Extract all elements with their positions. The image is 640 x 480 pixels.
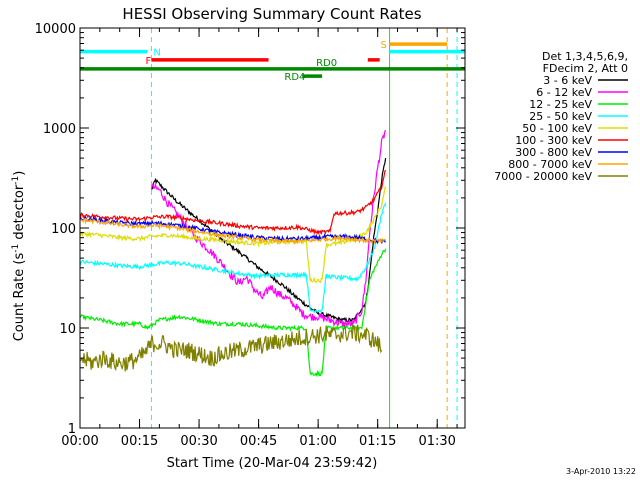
y-axis-label-middle: detector [12, 184, 27, 244]
y-tick-label-1: 1 [68, 422, 76, 437]
legend-header-line-0: Det 1,3,4,5,6,9, [542, 50, 628, 63]
y-axis-label-main: Count Rate (s [12, 253, 27, 342]
x-tick-label-01-30: 01:30 [418, 434, 455, 449]
flag-label-rd4: RD4 [284, 72, 305, 83]
legend-label-12-25-kev: 12 - 25 keV [529, 98, 592, 111]
flag-label-n: N [153, 48, 160, 59]
y-tick-label-10000: 10000 [35, 22, 76, 37]
x-tick-label-01-00: 01:00 [299, 434, 336, 449]
legend-label-3-6-kev: 3 - 6 keV [543, 74, 592, 87]
y-axis-label-end: ) [12, 171, 27, 176]
legend: Det 1,3,4,5,6,9,FDecim 2, Att 03 - 6 keV… [494, 50, 628, 183]
y-axis-label-superscript-2: -1 [11, 176, 21, 185]
flag-label-f: F [145, 56, 151, 67]
x-axis-label: Start Time (20-Mar-04 23:59:42) [167, 456, 378, 471]
flag-label-s: S [380, 40, 386, 51]
x-tick-label-00-45: 00:45 [240, 434, 277, 449]
y-axis-label: Count Rate (s-1 detector-1) [11, 171, 27, 342]
x-tick-label-00-00: 00:00 [61, 434, 98, 449]
plot-area: N S F RD0 RD4 1 10 100 1000 10000 00:00 00:15 00:30 0… [35, 22, 466, 449]
chart-title: HESSI Observing Summary Count Rates [122, 5, 421, 23]
footer-timestamp: 3-Apr-2010 13:22 [566, 467, 636, 476]
y-axis-label-superscript-1: -1 [11, 244, 21, 253]
legend-label-100-300-kev: 100 - 300 keV [515, 134, 592, 147]
series-line-100-300-kev [79, 169, 387, 236]
flag-label-rd0: RD0 [316, 58, 337, 69]
x-tick-label-00-30: 00:30 [180, 434, 217, 449]
legend-label-300-800-kev: 300 - 800 keV [515, 146, 592, 159]
legend-header-line-1: FDecim 2, Att 0 [543, 62, 628, 75]
legend-label-800-7000-kev: 800 - 7000 keV [508, 158, 592, 171]
legend-label-25-50-kev: 25 - 50 keV [529, 110, 592, 123]
series-line-25-50-kev [79, 202, 387, 314]
legend-label-6-12-kev: 6 - 12 keV [536, 86, 592, 99]
series-line-7000-20000-kev [80, 323, 383, 372]
legend-label-7000-20000-kev: 7000 - 20000 keV [494, 170, 592, 183]
y-tick-label-100: 100 [51, 222, 76, 237]
series-line-50-100-kev [79, 186, 387, 284]
y-tick-label-10: 10 [59, 322, 76, 337]
x-tick-label-01-15: 01:15 [359, 434, 396, 449]
series-line-800-7000-kev [79, 217, 387, 245]
y-tick-label-1000: 1000 [43, 122, 76, 137]
legend-label-50-100-kev: 50 - 100 keV [522, 122, 592, 135]
x-tick-label-00-15: 00:15 [121, 434, 158, 449]
